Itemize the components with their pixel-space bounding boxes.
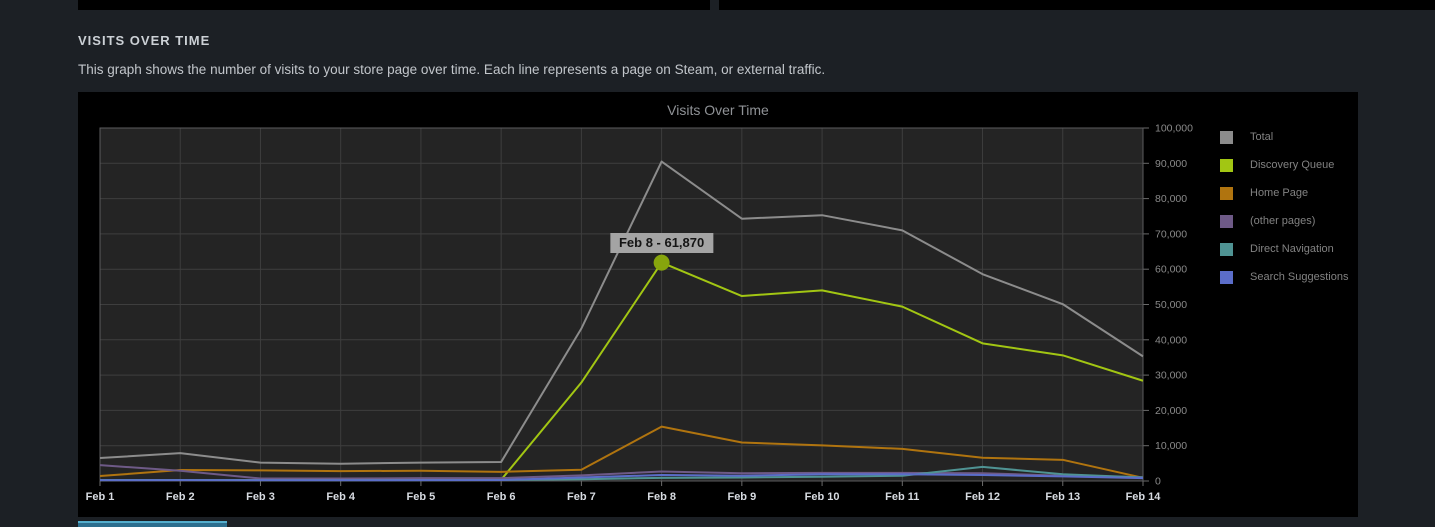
x-axis-label: Feb 2 xyxy=(166,491,195,503)
y-axis-label: 0 xyxy=(1155,476,1161,488)
visits-over-time-chart: Visits Over Time 0 10,000 20,000 30,000 40,0… xyxy=(78,92,1358,517)
x-axis-label: Feb 6 xyxy=(487,491,516,503)
legend-label: Search Suggestions xyxy=(1250,271,1349,283)
legend-swatch xyxy=(1220,270,1233,284)
x-axis-label: Feb 5 xyxy=(407,491,436,503)
x-axis-label: Feb 1 xyxy=(86,491,115,503)
series-line-search-suggestions[interactable] xyxy=(99,473,1144,482)
legend-label: Discovery Queue xyxy=(1250,159,1335,171)
series-line-other-pages[interactable] xyxy=(99,464,1144,480)
x-axis-label: Feb 8 xyxy=(647,491,676,503)
x-axis-label: Feb 14 xyxy=(1126,491,1162,503)
legend-item[interactable]: Discovery Queue xyxy=(1220,151,1348,179)
chart-title: Visits Over Time xyxy=(667,102,769,118)
x-axis-label: Feb 13 xyxy=(1045,491,1080,503)
legend-item[interactable]: Total xyxy=(1220,123,1348,151)
section-description: This graph shows the number of visits to… xyxy=(78,62,826,77)
x-axis-label: Feb 11 xyxy=(885,491,919,503)
y-axis-label: 100,000 xyxy=(1155,123,1193,135)
series-line-home-page[interactable] xyxy=(99,425,1144,479)
panel-edge-strip-left xyxy=(78,0,710,10)
x-axis-label: Feb 12 xyxy=(965,491,1000,503)
highlighted-data-point[interactable] xyxy=(653,254,670,271)
x-axis-label: Feb 9 xyxy=(727,491,756,503)
legend-swatch xyxy=(1220,130,1233,144)
chart-svg: 0 10,000 20,000 30,000 40,000 50,000 60,000 70,… xyxy=(86,123,1193,504)
legend-label: (other pages) xyxy=(1250,215,1316,227)
y-axis-label: 20,000 xyxy=(1155,405,1187,417)
legend-swatch xyxy=(1220,158,1233,172)
legend-swatch xyxy=(1220,242,1233,256)
y-axis-label: 30,000 xyxy=(1155,370,1187,382)
chart-tooltip: Feb 8 - 61,870 xyxy=(609,232,714,253)
y-axis-label: 40,000 xyxy=(1155,334,1187,346)
legend-label: Home Page xyxy=(1250,187,1309,199)
y-axis-label: 10,000 xyxy=(1155,440,1187,452)
y-axis-label: 50,000 xyxy=(1155,299,1187,311)
y-axis-label: 60,000 xyxy=(1155,264,1187,276)
section-title: VISITS OVER TIME xyxy=(78,33,211,48)
legend-label: Direct Navigation xyxy=(1250,243,1334,255)
x-axis-label: Feb 3 xyxy=(246,491,275,503)
x-axis-label: Feb 7 xyxy=(567,491,596,503)
x-axis-label: Feb 4 xyxy=(326,491,356,503)
legend-item[interactable]: Search Suggestions xyxy=(1220,263,1348,291)
legend-swatch xyxy=(1220,186,1233,200)
legend-label: Total xyxy=(1250,131,1274,143)
y-axis-label: 70,000 xyxy=(1155,228,1187,240)
y-axis-label: 90,000 xyxy=(1155,158,1187,170)
legend-item[interactable]: Home Page xyxy=(1220,179,1348,207)
plot-border xyxy=(99,127,1144,482)
legend-item[interactable]: (other pages) xyxy=(1220,207,1348,235)
legend-item[interactable]: Direct Navigation xyxy=(1220,235,1348,263)
date-range-button[interactable] xyxy=(78,521,227,527)
panel-edge-strip-right xyxy=(719,0,1435,10)
y-axis-label: 80,000 xyxy=(1155,193,1187,205)
x-axis-label: Feb 10 xyxy=(805,491,840,503)
legend-swatch xyxy=(1220,214,1233,228)
chart-legend: Total Discovery Queue Home Page (other page… xyxy=(1220,123,1348,291)
